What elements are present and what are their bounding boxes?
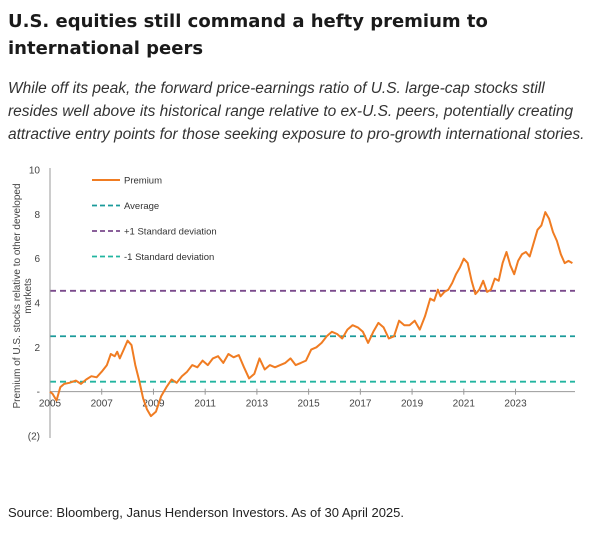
legend-label-average: Average [124,201,159,212]
y-axis-label-line-1: Premium of U.S. stocks relative to other… [12,183,23,408]
x-tick-label: 2017 [349,399,372,410]
y-axis-ticks: 10 8 6 4 2 - (2) [28,166,41,443]
x-tick-label: 2023 [504,399,527,410]
y-axis-label: Premium of U.S. stocks relative to other… [12,183,34,408]
x-tick-label: 2013 [246,399,269,410]
y-axis-label-line-2: markets [23,278,34,314]
legend-label-minus1sd: -1 Standard deviation [124,252,214,263]
y-tick-label: (2) [28,432,40,443]
legend-label-plus1sd: +1 Standard deviation [124,227,217,238]
reference-lines [50,289,575,383]
legend-label-premium: Premium [124,176,162,187]
x-tick-label: 2015 [297,399,320,410]
y-tick-label: 10 [29,166,41,177]
source-note: Source: Bloomberg, Janus Henderson Inves… [8,505,405,520]
y-tick-label: 4 [34,299,40,310]
x-tick-label: 2009 [142,399,165,410]
x-tick-label: 2011 [194,399,216,410]
x-tick-label: 2019 [401,399,424,410]
x-axis-ticks: 2005 2007 2009 2011 2013 2015 2017 2019 2021 2023 [39,388,527,410]
x-tick-label: 2007 [91,399,114,410]
chart-legend: Premium Average +1 Standard deviation -1 St… [92,176,217,263]
y-tick-label: 6 [34,254,40,265]
premium-series-line [49,211,573,418]
page-subtitle: While off its peak, the forward price-ea… [8,80,585,143]
x-tick-label: 2021 [453,399,476,410]
page-title: U.S. equities still command a hefty prem… [8,11,488,59]
y-axis-label-text: Premium of U.S. stocks relative to other… [12,183,34,408]
y-tick-label: 2 [34,343,40,354]
premium-line-chart: Premium of U.S. stocks relative to other… [12,166,575,443]
y-tick-label: 8 [34,210,40,221]
y-tick-label: - [37,387,40,398]
x-tick-label: 2005 [39,399,62,410]
